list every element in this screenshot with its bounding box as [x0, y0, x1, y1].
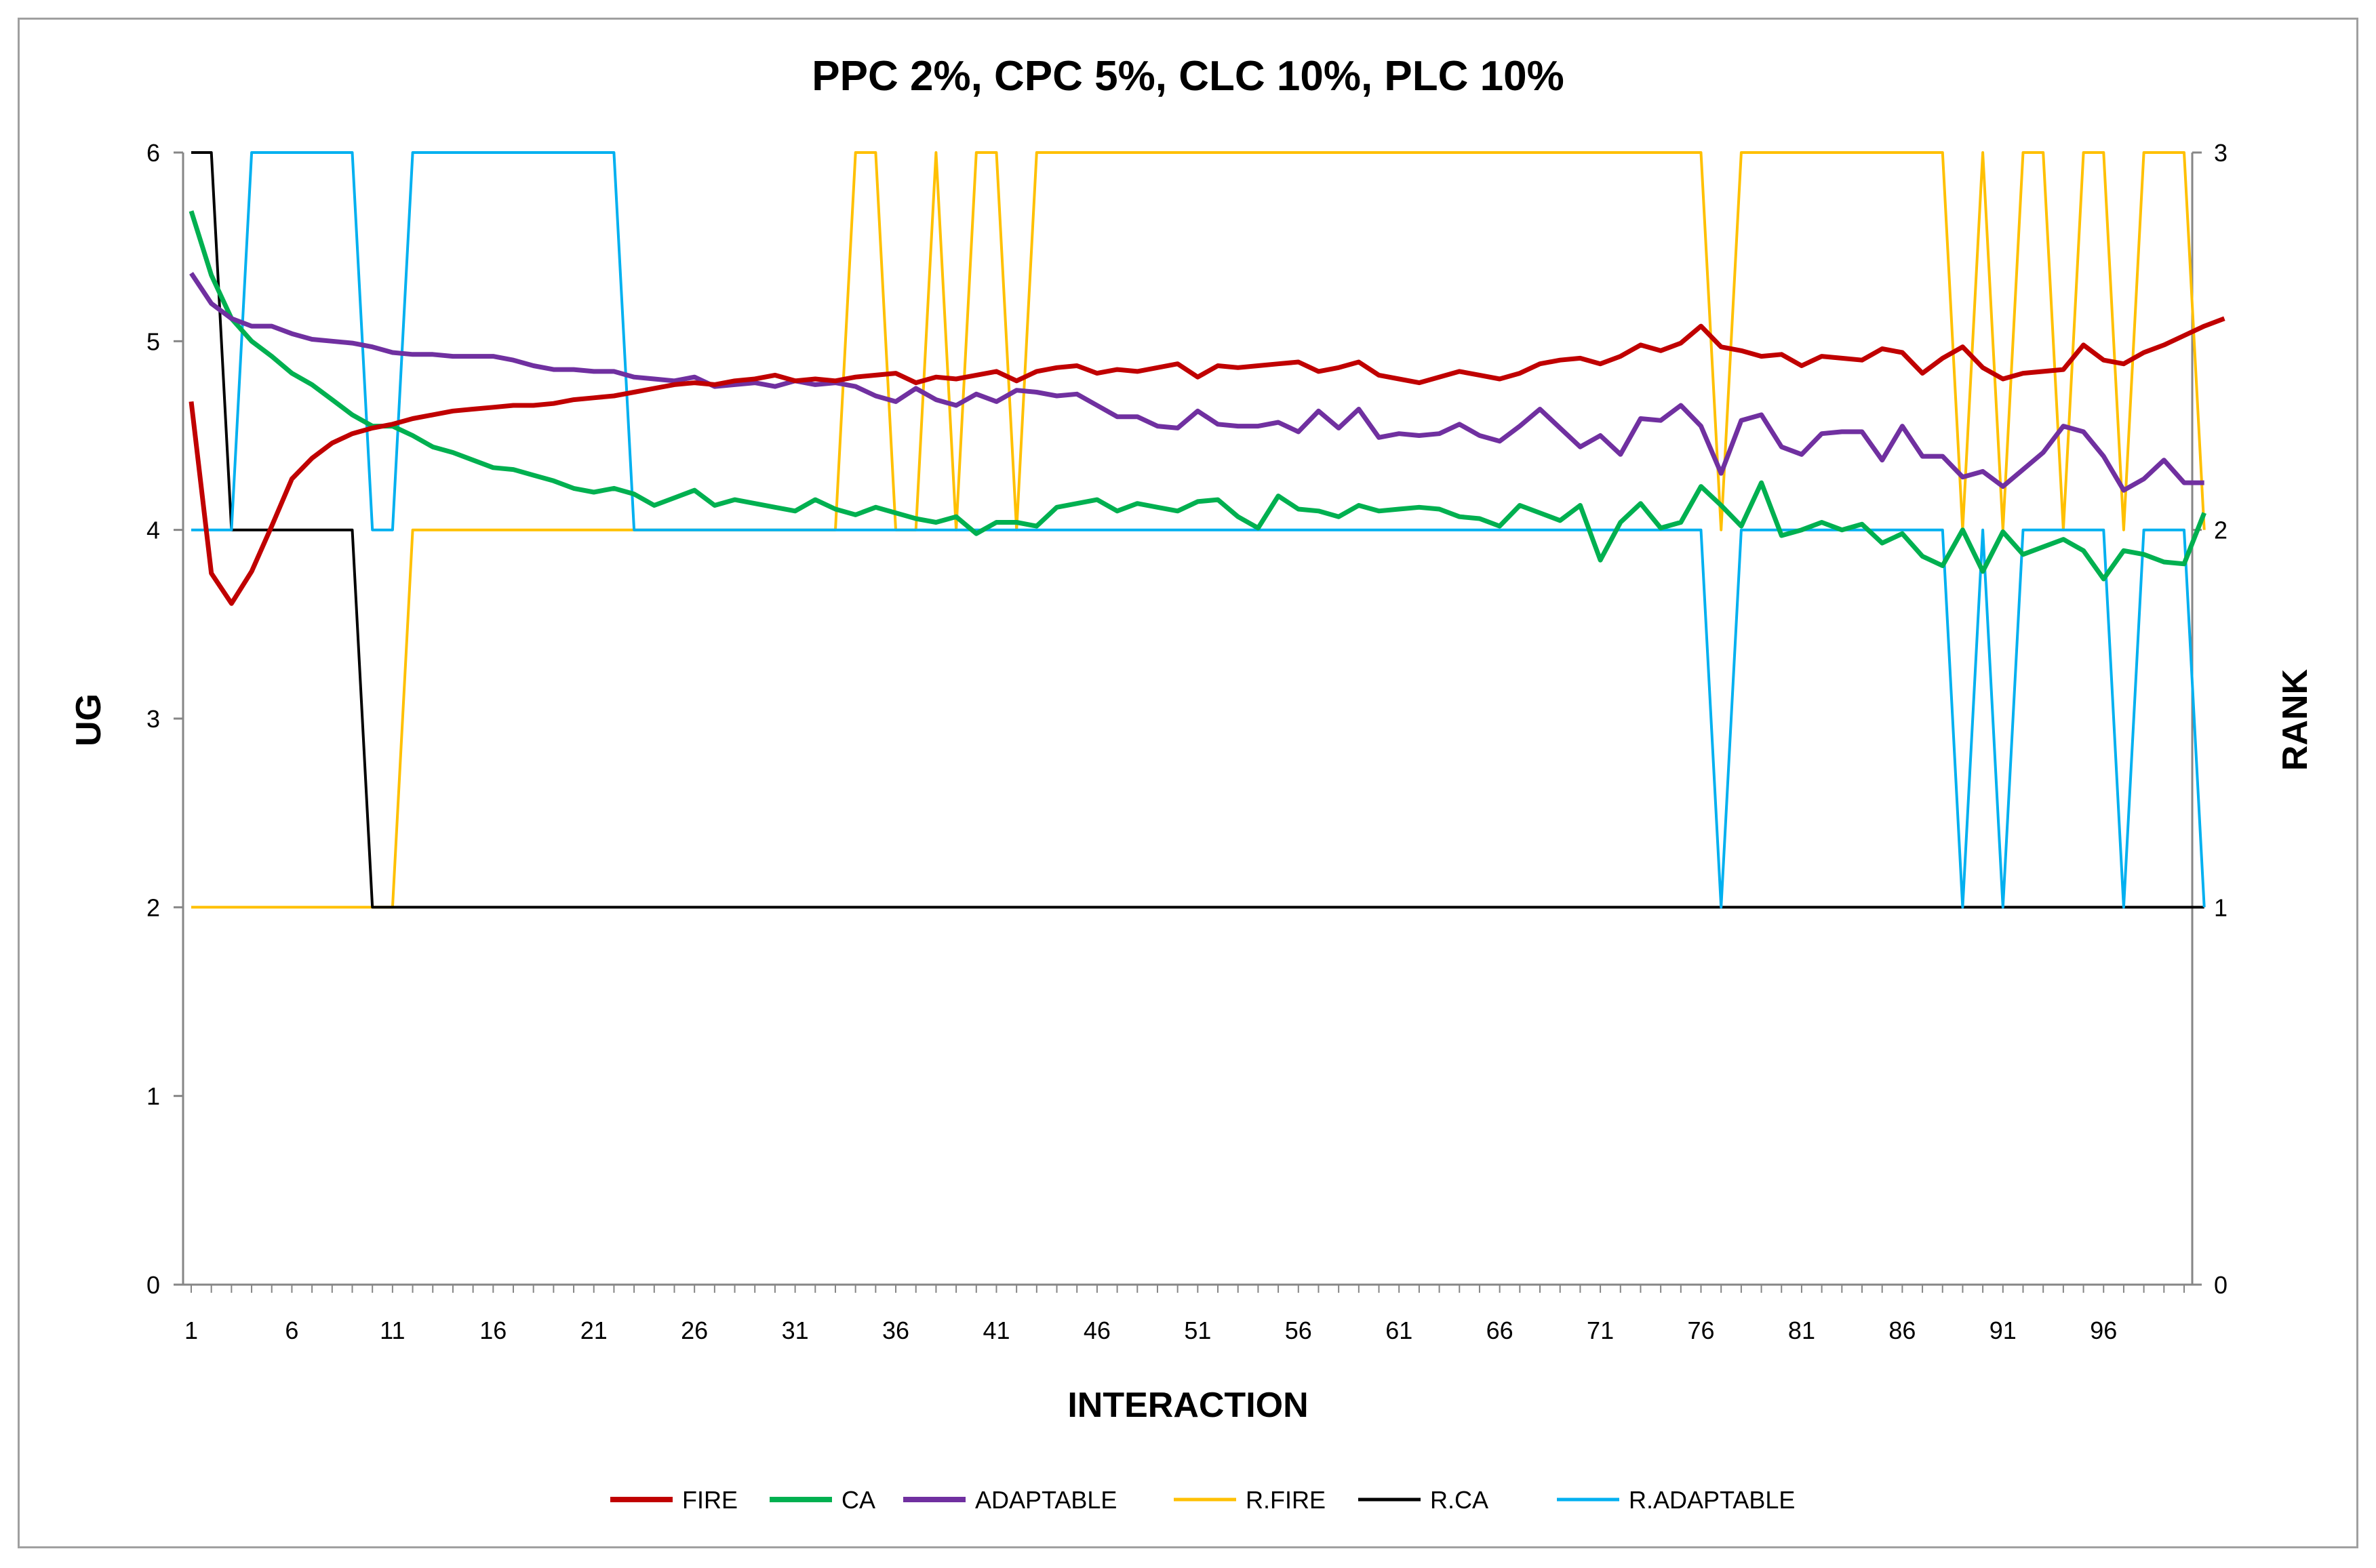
x-tick-label: 66	[1486, 1316, 1513, 1344]
x-tick-label: 31	[782, 1316, 809, 1344]
x-tick-label: 86	[1888, 1316, 1916, 1344]
legend-label: ADAPTABLE	[975, 1486, 1117, 1514]
x-tick-label: 96	[2090, 1316, 2117, 1344]
series-lines	[189, 151, 2225, 909]
x-tick-label: 11	[380, 1316, 405, 1344]
legend-label: FIRE	[682, 1486, 738, 1514]
x-tick-label: 16	[479, 1316, 507, 1344]
y2-axis-title: RANK	[2276, 668, 2315, 771]
plot-area	[182, 153, 2194, 1286]
y-axis-ticks: 0 1 2 3 4 5 6	[146, 139, 183, 1299]
x-tick-label: 21	[580, 1316, 608, 1344]
y-axis-title: UG	[69, 693, 108, 746]
y2-axis-ticks: 0 1 2 3	[2192, 139, 2228, 1299]
series-line-adaptable	[189, 272, 2204, 493]
chart-title: PPC 2%, CPC 5%, CLC 10%, PLC 10%	[812, 53, 1564, 100]
series-line-r-ca	[191, 151, 2204, 909]
legend-label: CA	[842, 1486, 875, 1514]
x-tick-label: 36	[882, 1316, 909, 1344]
series-line-fire	[189, 316, 2225, 606]
x-tick-label: 56	[1285, 1316, 1312, 1344]
y-tick-label: 1	[146, 1083, 160, 1110]
chart-legend: FIRE CA ADAPTABLE R.FIRE R.CA R.ADAPTABLE	[610, 1486, 1795, 1514]
y-tick-label: 4	[146, 517, 160, 544]
x-tick-label: 81	[1788, 1316, 1815, 1344]
x-tick-label: 46	[1084, 1316, 1111, 1344]
x-tick-label: 91	[1989, 1316, 2017, 1344]
x-tick-label: 26	[681, 1316, 708, 1344]
y2-tick-label: 0	[2214, 1271, 2228, 1299]
y-tick-label: 6	[146, 139, 160, 167]
legend-label: R.CA	[1430, 1486, 1488, 1514]
series-line-ca	[189, 210, 2206, 582]
x-tick-label: 1	[184, 1316, 198, 1344]
x-tick-label: 76	[1687, 1316, 1714, 1344]
x-tick-label: 71	[1587, 1316, 1614, 1344]
y2-tick-label: 1	[2214, 893, 2228, 921]
x-axis-ticks: 1 6 11 16 21 26 31 36 41 46 51 56 61 66 71 76 81 86 91 96	[184, 1285, 2185, 1344]
x-tick-label: 41	[983, 1316, 1010, 1344]
x-tick-label: 61	[1385, 1316, 1412, 1344]
x-tick-label: 6	[285, 1316, 298, 1344]
legend-label: R.ADAPTABLE	[1629, 1486, 1795, 1514]
y-tick-label: 5	[146, 327, 160, 355]
legend-label: R.FIRE	[1246, 1486, 1326, 1514]
series-line-r-fire	[191, 151, 2206, 909]
y2-tick-label: 2	[2214, 517, 2228, 544]
y-tick-label: 3	[146, 705, 160, 733]
y-tick-label: 0	[146, 1271, 160, 1299]
y2-tick-label: 3	[2214, 139, 2228, 167]
x-tick-label: 51	[1184, 1316, 1211, 1344]
y-tick-label: 2	[146, 893, 160, 921]
x-axis-title: INTERACTION	[1067, 1386, 1308, 1425]
